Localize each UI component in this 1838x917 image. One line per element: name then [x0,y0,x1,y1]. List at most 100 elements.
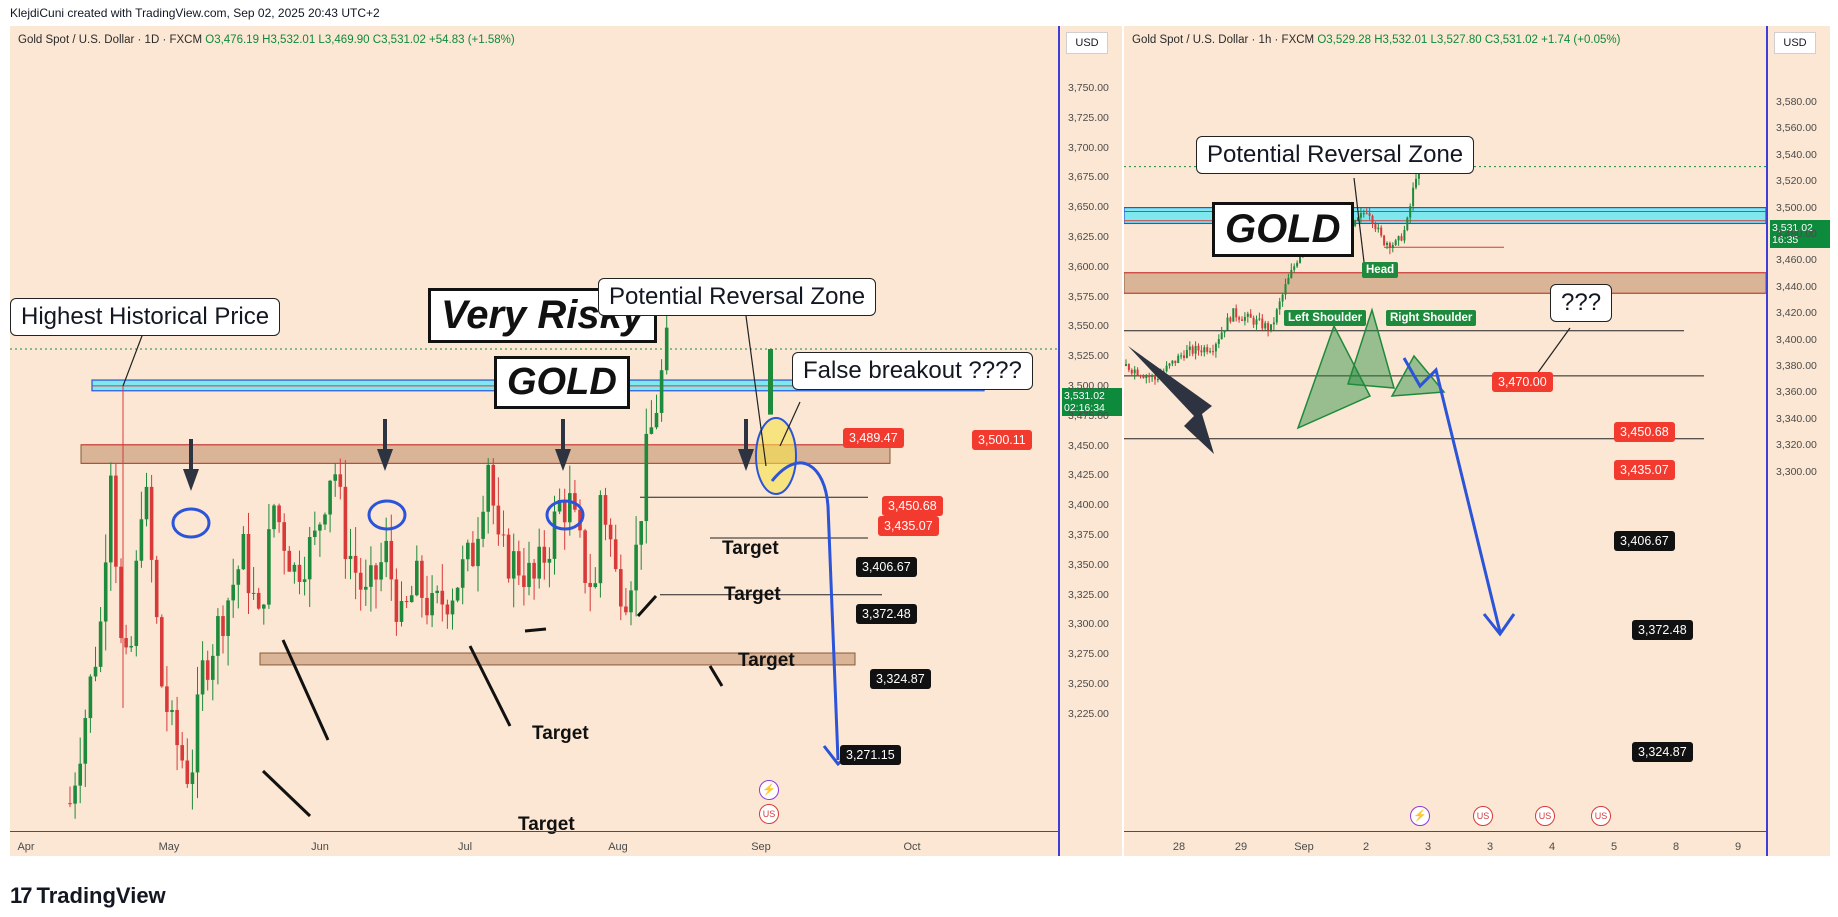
false-breakout-highlight [755,417,797,495]
hourly-candle-body [1415,178,1417,188]
hourly-symbol: Gold Spot / U.S. Dollar · 1h · FXCM [1132,34,1315,46]
daily-candle-body [639,521,643,545]
tradingview-brand[interactable]: 17 TradingView [10,883,166,909]
daily-candle-body [211,655,215,680]
daily-candle-body [573,493,577,510]
hourly-candle-body [1354,220,1357,226]
pattern-left-shoulder-shape [1296,324,1372,430]
hourly-candle-body [1275,309,1278,323]
daily-candle-body [221,616,225,636]
hourly-symbol-line: Gold Spot / U.S. Dollar · 1h · FXCM O3,5… [1132,34,1620,46]
hourly-candle-body [1386,242,1388,246]
pattern-head-label: Head [1362,262,1399,278]
daily-candle-body [134,560,139,646]
daily-currency-unit[interactable]: USD [1066,32,1108,54]
daily-candle-body [415,560,419,596]
daily-candle-body [73,785,77,804]
hourly-price-tick: 3,420.00 [1776,307,1817,320]
hourly-candle-body [1203,347,1206,353]
hx-label-29: 29 [1234,841,1248,853]
hourly-candle-body [1272,322,1275,325]
level-tag-3450: 3,450.68 [882,496,943,516]
event-bolt-icon[interactable]: ⚡ [759,780,779,800]
hourly-candle-body [1148,376,1151,378]
hourly-candle-body [1217,339,1220,344]
daily-candle-body [481,511,485,539]
daily-price-tick: 3,225.00 [1068,707,1109,720]
hourly-price-tick: 3,320.00 [1776,439,1817,452]
daily-chart-panel[interactable]: Gold Spot / U.S. Dollar · 1D · FXCM O3,4… [10,26,1060,856]
daily-price-tick: 3,450.00 [1068,439,1109,452]
daily-candle-body [343,486,348,560]
hx-label-28: 28 [1172,841,1186,853]
daily-candle-body [318,524,322,531]
hourly-bottom-rule [1124,830,1766,832]
us-flag-event-icon[interactable]: US [759,804,779,824]
daily-candle-body [154,559,159,618]
drawn-trendline-2 [468,645,512,727]
daily-price-axis[interactable]: USD 3,531.02 02:16:34 3,750.00 3,725.00 3,… [1058,26,1122,856]
hourly-currency-unit[interactable]: USD [1774,32,1816,54]
hourly-ohlc: O3,529.28 H3,532.01 L3,527.80 C3,531.02 … [1317,34,1621,46]
drawn-trendline-0 [281,639,330,741]
daily-candle-body [307,537,312,580]
x-label-jun: Jun [311,841,329,853]
daily-bottom-rule [10,830,1060,832]
daily-candle-body [506,534,511,579]
hourly-time-axis[interactable]: 28 29 Sep 2 3 3 4 5 8 9 [1124,838,1766,856]
daily-candle-body [608,524,613,540]
daily-candle-body [180,745,184,761]
daily-last-price: 3,531.02 [1064,390,1105,402]
daily-candle-body [313,530,317,538]
hourly-price-axis[interactable]: USD 3,531.02 16:35 3,580.00 3,560.00 3,540… [1766,26,1830,856]
hourly-reversal-pointer [1353,177,1365,263]
daily-candle-body [251,592,256,594]
hourly-candle-body [1258,318,1261,320]
daily-candle-body [358,572,363,590]
daily-candle-body [165,686,169,713]
x-label-oct: Oct [903,841,921,853]
daily-candle-body [256,592,261,609]
hourly-us-flag-icon-1[interactable]: US [1473,806,1493,826]
daily-candle-body [68,803,72,805]
daily-candle-body [353,555,358,573]
hourly-candle-body [1235,308,1238,318]
daily-candle-body [236,569,241,585]
daily-candle-body [455,587,460,601]
daily-candle-body [287,550,292,572]
hourly-candle-body [1154,376,1156,380]
hourly-us-flag-icon-3[interactable]: US [1591,806,1611,826]
level-tag-3435: 3,435.07 [878,516,939,536]
hourly-candle-body [1278,301,1281,310]
callout-gold-hourly: GOLD [1212,202,1354,257]
target-label-2: Target [724,584,781,605]
daily-candle-body [149,486,154,560]
daily-candle-body [613,539,618,570]
daily-candle-body [649,427,654,434]
hourly-candle-body [1206,347,1209,352]
daily-chart-svg[interactable] [10,26,1060,856]
hourly-price-tick: 3,340.00 [1776,412,1817,425]
daily-candle-body [634,544,638,591]
hourly-event-bolt-icon[interactable]: ⚡ [1410,806,1430,826]
hourly-candle-body [1394,240,1397,246]
daily-candle-body [659,370,664,413]
hourly-chart-panel[interactable]: Gold Spot / U.S. Dollar · 1h · FXCM O3,5… [1124,26,1766,856]
daily-candle-body [114,475,118,567]
hourly-candle-body [1357,217,1359,221]
hourly-us-flag-icon-2[interactable]: US [1535,806,1555,826]
hourly-candle-body [1125,364,1127,366]
hx-label-8: 8 [1672,841,1680,853]
hourly-support-zone [1124,272,1766,294]
daily-candle-body [384,540,388,563]
daily-time-axis[interactable]: Apr May Jun Jul Aug Sep Oct [10,838,1060,856]
hourly-candle-body [1212,351,1214,353]
hourly-candle-body [1377,227,1380,230]
touch-circle-1 [367,499,407,531]
hourly-price-tick: 3,400.00 [1776,333,1817,346]
daily-candle-body [603,495,608,525]
daily-candle-body [369,565,373,587]
target-label-1: Target [722,538,779,559]
daily-candle-body [160,617,164,687]
daily-price-tick: 3,625.00 [1068,231,1109,243]
